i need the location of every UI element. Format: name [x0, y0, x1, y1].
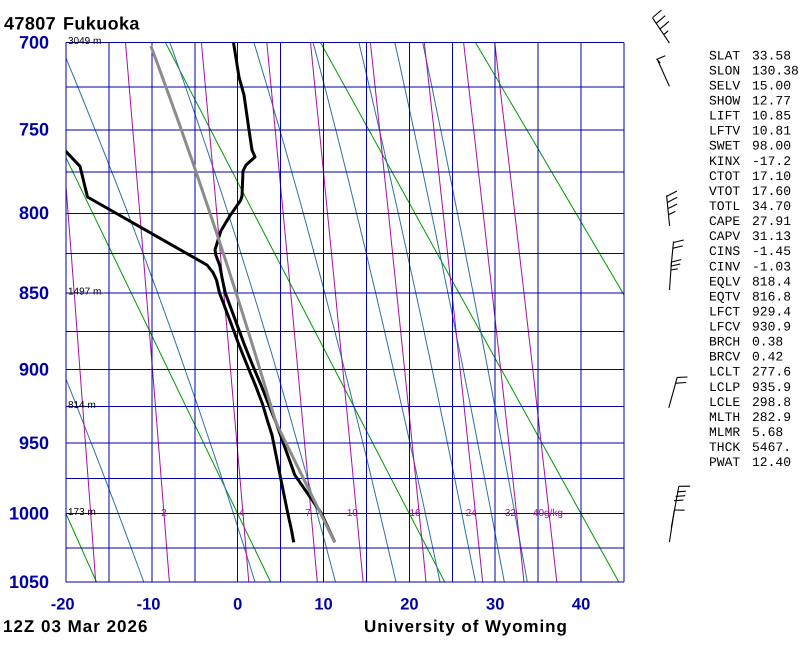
- svg-text:SWET: SWET: [709, 139, 740, 154]
- svg-text:-1.45: -1.45: [752, 244, 791, 259]
- svg-text:10: 10: [347, 508, 359, 519]
- svg-text:16: 16: [409, 508, 421, 519]
- svg-text:VTOT: VTOT: [709, 184, 740, 199]
- svg-text:-10: -10: [137, 596, 161, 614]
- svg-text:CTOT: CTOT: [709, 169, 740, 184]
- svg-text:929.4: 929.4: [752, 304, 791, 319]
- svg-text:-1.03: -1.03: [752, 259, 791, 274]
- svg-text:LIFT: LIFT: [709, 109, 740, 124]
- svg-text:1497 m: 1497 m: [68, 287, 101, 298]
- svg-text:900: 900: [19, 359, 49, 379]
- svg-text:0: 0: [233, 596, 242, 614]
- svg-text:-20: -20: [51, 596, 75, 614]
- svg-text:12Z 03 Mar 2026: 12Z 03 Mar 2026: [3, 617, 148, 636]
- svg-text:950: 950: [19, 433, 49, 453]
- svg-text:CAPV: CAPV: [709, 229, 740, 244]
- svg-text:700: 700: [19, 32, 49, 52]
- svg-text:-17.2: -17.2: [752, 154, 791, 169]
- svg-text:5467.: 5467.: [752, 440, 791, 455]
- svg-text:31.13: 31.13: [752, 229, 791, 244]
- svg-text:CINS: CINS: [709, 244, 740, 259]
- svg-text:98.00: 98.00: [752, 139, 791, 154]
- svg-text:EQLV: EQLV: [709, 274, 740, 289]
- svg-text:0.42: 0.42: [752, 350, 783, 365]
- svg-text:LCLT: LCLT: [709, 365, 740, 380]
- svg-text:816.8: 816.8: [752, 289, 791, 304]
- svg-text:930.9: 930.9: [752, 320, 791, 335]
- svg-text:LFTV: LFTV: [709, 124, 740, 139]
- svg-text:5.68: 5.68: [752, 425, 783, 440]
- svg-text:47807: 47807: [4, 14, 56, 34]
- svg-text:TOTL: TOTL: [709, 199, 740, 214]
- svg-text:THCK: THCK: [709, 440, 740, 455]
- svg-text:34.70: 34.70: [752, 199, 791, 214]
- svg-text:LFCV: LFCV: [709, 320, 740, 335]
- svg-text:935.9: 935.9: [752, 380, 791, 395]
- svg-text:BRCV: BRCV: [709, 350, 740, 365]
- svg-text:2: 2: [161, 508, 167, 519]
- svg-text:SLON: SLON: [709, 63, 740, 78]
- svg-text:10.85: 10.85: [752, 109, 791, 124]
- svg-text:SLAT: SLAT: [709, 48, 740, 63]
- svg-text:LCLP: LCLP: [709, 380, 740, 395]
- svg-text:818.4: 818.4: [752, 274, 791, 289]
- svg-text:814 m: 814 m: [68, 400, 96, 411]
- svg-text:130.38: 130.38: [752, 63, 799, 78]
- svg-text:7: 7: [305, 508, 311, 519]
- svg-text:20: 20: [400, 596, 418, 614]
- svg-text:33.58: 33.58: [752, 48, 791, 63]
- svg-text:1000: 1000: [9, 504, 49, 524]
- svg-text:800: 800: [19, 203, 49, 223]
- svg-text:40: 40: [572, 596, 590, 614]
- svg-text:LCLE: LCLE: [709, 395, 740, 410]
- svg-text:SHOW: SHOW: [709, 94, 740, 109]
- svg-text:KINX: KINX: [709, 154, 740, 169]
- svg-text:15.00: 15.00: [752, 78, 791, 93]
- svg-text:MLMR: MLMR: [709, 425, 740, 440]
- svg-text:27.91: 27.91: [752, 214, 791, 229]
- svg-text:12.77: 12.77: [752, 94, 791, 109]
- svg-text:173 m: 173 m: [68, 507, 96, 518]
- svg-text:10: 10: [314, 596, 332, 614]
- svg-text:MLTH: MLTH: [709, 410, 740, 425]
- svg-text:LFCT: LFCT: [709, 304, 740, 319]
- svg-text:750: 750: [19, 120, 49, 140]
- svg-text:4: 4: [239, 508, 245, 519]
- svg-text:40g/kg: 40g/kg: [533, 508, 563, 519]
- svg-text:32: 32: [505, 508, 517, 519]
- svg-text:17.60: 17.60: [752, 184, 791, 199]
- svg-text:277.6: 277.6: [752, 365, 791, 380]
- svg-text:30: 30: [486, 596, 504, 614]
- svg-text:12.40: 12.40: [752, 455, 791, 470]
- svg-text:10.81: 10.81: [752, 124, 791, 139]
- svg-text:CAPE: CAPE: [709, 214, 740, 229]
- svg-text:0.38: 0.38: [752, 335, 783, 350]
- svg-text:298.8: 298.8: [752, 395, 791, 410]
- svg-text:Fukuoka: Fukuoka: [63, 14, 140, 34]
- svg-text:24: 24: [466, 508, 478, 519]
- svg-text:University of Wyoming: University of Wyoming: [364, 617, 568, 636]
- svg-text:282.9: 282.9: [752, 410, 791, 425]
- svg-text:1050: 1050: [9, 572, 49, 592]
- svg-text:17.10: 17.10: [752, 169, 791, 184]
- svg-text:SELV: SELV: [709, 78, 740, 93]
- svg-text:BRCH: BRCH: [709, 335, 740, 350]
- svg-text:3049 m: 3049 m: [68, 36, 101, 47]
- svg-text:850: 850: [19, 283, 49, 303]
- svg-text:CINV: CINV: [709, 259, 740, 274]
- svg-text:PWAT: PWAT: [709, 455, 740, 470]
- svg-text:EQTV: EQTV: [709, 289, 740, 304]
